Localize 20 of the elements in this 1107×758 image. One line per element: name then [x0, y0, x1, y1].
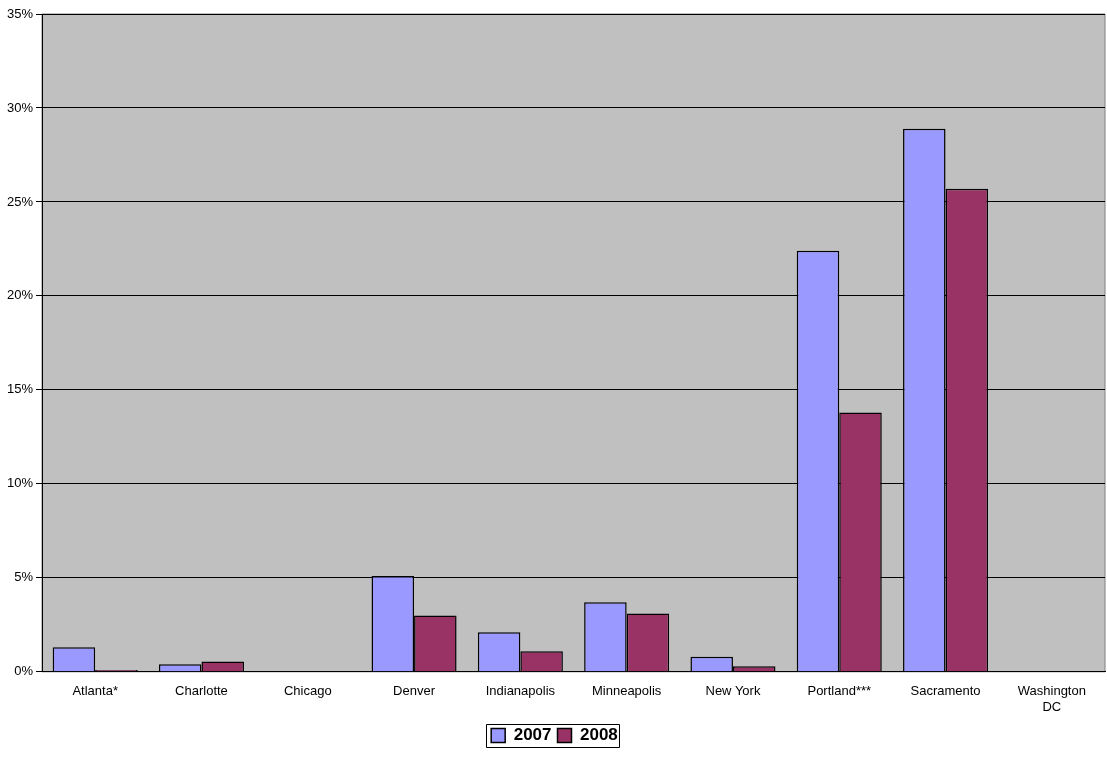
y-tick-label: 35% — [6, 5, 34, 21]
y-tick-label: 30% — [6, 99, 34, 115]
legend-label: 2008 — [580, 725, 618, 745]
y-tick-label: 25% — [6, 193, 34, 209]
x-tick-label: Atlanta* — [72, 683, 118, 699]
x-tick-label: Minneapolis — [591, 683, 662, 699]
x-tick-label: Denver — [393, 683, 436, 699]
x-tick-label: Washington DC — [1017, 683, 1086, 714]
x-tick-label: Sacramento — [910, 683, 981, 699]
y-tick-label: 5% — [14, 569, 34, 585]
x-tick-label: Chicago — [283, 683, 332, 699]
y-tick-label: 10% — [6, 475, 34, 491]
y-tick-label: 0% — [14, 663, 34, 679]
x-tick-label: Indianapolis — [485, 683, 556, 699]
x-tick-label: New York — [705, 683, 761, 699]
x-tick-label: Charlotte — [175, 683, 228, 699]
legend-label: 2007 — [513, 725, 552, 745]
y-tick-label: 15% — [6, 381, 34, 397]
x-tick-label: Portland*** — [807, 683, 872, 699]
y-tick-label: 20% — [6, 287, 34, 303]
